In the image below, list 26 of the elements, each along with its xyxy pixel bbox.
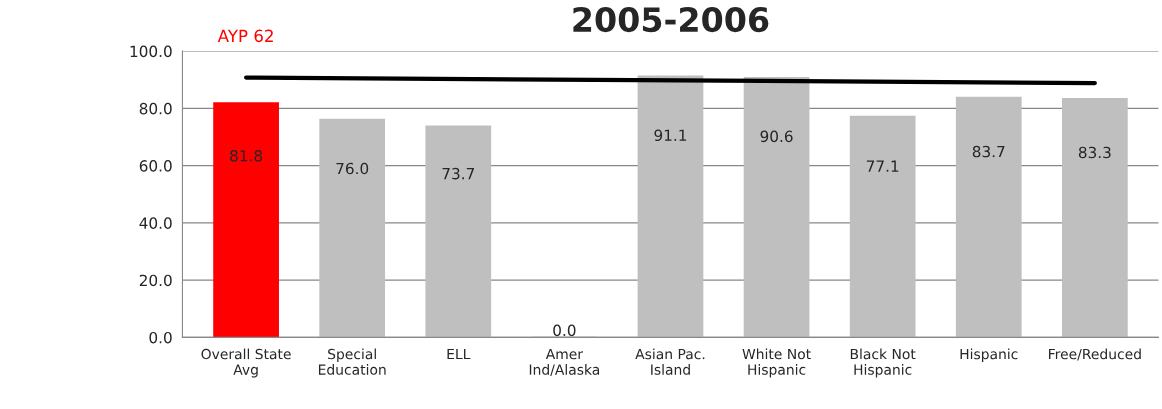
y-tick-label: 0.0	[149, 331, 172, 344]
x-tick-label: Overall State Avg	[201, 348, 291, 378]
chart-title: 2005-2006	[573, 6, 769, 33]
text: AYP 62	[217, 29, 273, 43]
data-label: 90.6	[760, 130, 793, 143]
y-tick-label: 100.0	[130, 45, 172, 58]
x-tick-label: Amer Ind/Alaska	[529, 348, 600, 376]
x-tick-label: White Not Hispanic	[742, 348, 811, 378]
x-tick-label: Hispanic	[960, 348, 1018, 362]
data-label: 91.1	[654, 129, 687, 142]
y-tick-label: 80.0	[139, 102, 172, 115]
x-tick-label: Special Education	[318, 348, 386, 375]
data-label: 83.3	[1078, 146, 1111, 159]
data-label: 77.1	[866, 160, 899, 172]
y-tick-label: 40.0	[139, 217, 172, 229]
y-tick-label: 60.0	[139, 160, 172, 172]
y-tick-label: 20.0	[139, 274, 172, 287]
data-label: 83.7	[972, 145, 1005, 158]
data-label: 0.0	[553, 324, 576, 337]
data-label: 73.7	[442, 167, 474, 180]
x-tick-label: Asian Pac. Island	[635, 348, 705, 375]
x-tick-label: Black Not Hispanic	[850, 348, 916, 378]
data-label: 81.8	[230, 149, 263, 162]
data-label: 76.0	[336, 162, 369, 175]
x-tick-label: ELL	[447, 348, 471, 360]
x-tick-label: Free/Reduced	[1049, 348, 1141, 361]
